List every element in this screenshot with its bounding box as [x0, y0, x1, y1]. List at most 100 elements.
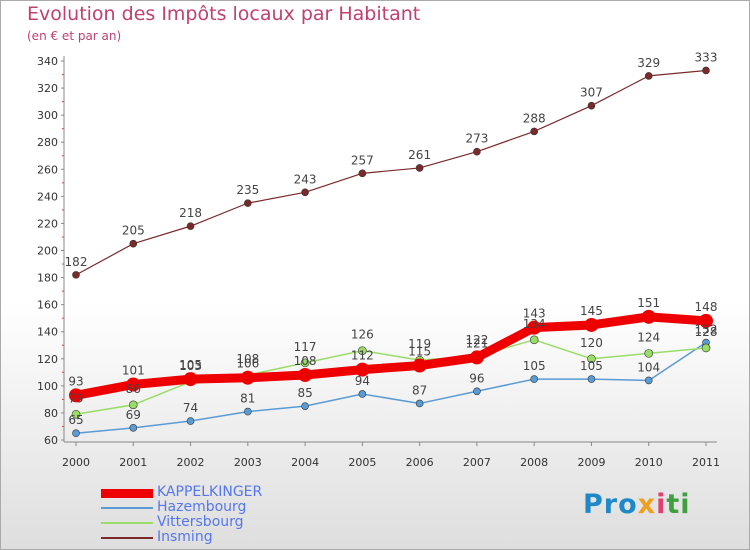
data-point: [358, 390, 367, 398]
data-label: 121: [465, 336, 488, 350]
data-point: [186, 417, 195, 425]
legend-label: KAPPELKINGER: [157, 484, 263, 500]
data-label: 86: [126, 382, 141, 396]
y-tick-label: 240: [37, 190, 58, 203]
y-tick-label: 320: [37, 82, 58, 95]
y-tick-label: 60: [44, 434, 58, 447]
chart-subtitle: (en € et par an): [27, 29, 122, 43]
data-label: 74: [183, 401, 198, 415]
data-label: 218: [179, 206, 202, 220]
data-label: 108: [294, 354, 317, 368]
data-point: [641, 309, 656, 324]
data-point: [126, 377, 141, 392]
data-point: [301, 188, 309, 197]
series-line: [75, 69, 707, 276]
x-tick-label: 2001: [119, 456, 147, 469]
data-point: [529, 335, 539, 345]
data-point: [702, 66, 710, 75]
data-label: 134: [523, 317, 546, 331]
legend-label: Vittersbourg: [157, 514, 244, 530]
data-point: [300, 358, 310, 368]
data-label: 124: [637, 330, 660, 344]
data-label: 112: [351, 349, 374, 363]
proxiti-logo: Proxiti: [583, 489, 691, 520]
data-label: 128: [695, 325, 718, 339]
data-point: [69, 388, 83, 403]
data-label: 257: [351, 153, 374, 167]
data-label: 243: [294, 172, 317, 186]
x-tick-label: 2009: [577, 456, 605, 469]
logo-part-1: Pro: [583, 489, 638, 520]
y-tick-label: 140: [37, 326, 58, 339]
data-point: [701, 343, 711, 353]
data-point: [644, 349, 654, 358]
data-point: [129, 239, 138, 248]
x-tick-label: 2007: [463, 456, 491, 469]
data-point: [244, 199, 252, 207]
data-label: 205: [122, 224, 145, 238]
data-point: [530, 375, 538, 383]
legend-swatch: [101, 522, 153, 524]
y-tick-label: 280: [37, 136, 58, 149]
logo-part-3: i: [656, 489, 667, 520]
data-point: [72, 271, 80, 279]
data-point: [186, 222, 195, 230]
data-point: [527, 320, 542, 335]
data-point: [71, 409, 81, 419]
logo-part-4: ti: [666, 489, 691, 520]
y-tick-label: 180: [37, 272, 58, 285]
data-label: 182: [65, 255, 88, 269]
data-label: 105: [580, 359, 603, 373]
data-point: [72, 429, 80, 438]
data-label: 81: [240, 392, 255, 406]
y-tick-label: 200: [37, 245, 58, 258]
data-label: 307: [580, 86, 603, 100]
data-point: [183, 372, 198, 387]
legend-item: Insming: [101, 530, 321, 545]
x-tick-label: 2011: [692, 456, 720, 469]
x-tick-label: 2003: [234, 456, 262, 469]
y-tick-label: 260: [37, 163, 58, 176]
data-point: [129, 424, 138, 432]
data-point: [587, 375, 596, 383]
legend-swatch: [101, 488, 153, 498]
data-point: [415, 399, 424, 408]
x-tick-label: 2010: [635, 456, 663, 469]
data-point: [584, 317, 599, 332]
data-point: [587, 354, 596, 364]
logo-part-2: x: [637, 489, 657, 520]
series-kappelkinger: [69, 309, 713, 403]
legend-label: Hazembourg: [157, 499, 247, 515]
x-tick-label: 2002: [177, 456, 205, 469]
y-tick-label: 220: [37, 217, 58, 230]
data-label: 85: [297, 386, 312, 400]
data-label: 105: [179, 358, 202, 372]
data-label: 122: [465, 333, 488, 347]
data-label: 119: [408, 337, 431, 351]
data-point: [301, 402, 309, 410]
data-point: [358, 169, 367, 178]
y-tick-label: 120: [37, 353, 58, 366]
data-point: [473, 147, 481, 156]
data-label: 120: [580, 336, 603, 350]
data-label: 105: [523, 359, 546, 373]
data-label: 65: [68, 413, 83, 427]
data-label: 273: [465, 132, 488, 146]
data-point: [355, 362, 370, 377]
y-tick-label: 300: [37, 109, 58, 122]
data-label: 93: [68, 374, 83, 388]
y-tick-label: 100: [37, 380, 58, 393]
data-label: 126: [351, 328, 374, 342]
data-label: 117: [294, 340, 317, 354]
chart-legend: KAPPELKINGER Hazembourg Vittersbourg Insmin…: [101, 485, 321, 545]
data-label: 101: [122, 364, 145, 378]
data-label: 69: [126, 408, 141, 422]
x-tick-label: 2005: [348, 456, 376, 469]
data-label: 235: [236, 183, 259, 197]
legend-label: Insming: [157, 529, 213, 545]
data-point: [415, 164, 424, 172]
data-point: [298, 368, 313, 383]
data-label: 143: [523, 307, 546, 321]
y-tick-label: 160: [37, 299, 58, 312]
